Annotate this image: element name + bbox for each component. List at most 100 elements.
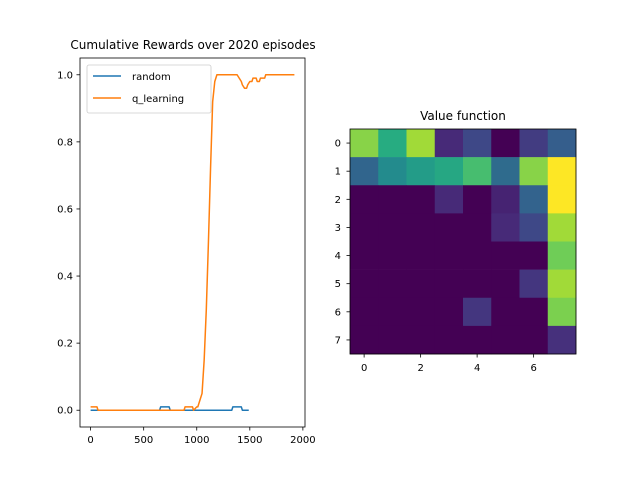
heatmap-x-tick-label: 2 [417,363,423,374]
heatmap-cell [350,241,379,270]
y-tick-label: 0.0 [57,406,73,417]
line-chart-y-axis: 0.0 0.2 0.4 0.6 0.8 1.0 [57,70,80,417]
heatmap-cell [434,157,464,186]
series-line-random [90,406,249,411]
heatmap-cell [378,185,407,214]
heatmap-cell [434,241,464,270]
heatmap-y-tick-label: 5 [335,279,341,290]
heatmap-cell [547,325,577,355]
heatmap-cells [350,129,577,355]
heatmap-cell [491,241,520,270]
heatmap-cell [406,241,436,270]
y-tick-label: 0.8 [57,137,73,148]
x-tick-label: 1000 [184,435,209,446]
heatmap-y-tick-label: 7 [335,335,341,346]
heatmap-cell [350,269,379,299]
x-tick-label: 2000 [290,435,315,446]
heatmap-y-tick-label: 4 [335,251,341,262]
legend-label-q-learning: q_learning [132,94,184,105]
y-tick-label: 0.4 [57,272,73,283]
heatmap-cell [350,297,379,327]
heatmap-cell [406,325,436,355]
heatmap-cell [350,129,379,158]
line-plot-area [90,74,295,411]
heatmap-cell [519,241,549,270]
heatmap-cell [350,325,379,355]
heatmap-cell [491,297,520,327]
heatmap-cell [378,297,407,327]
heatmap-y-axis: 0 1 2 3 4 5 6 7 [335,139,350,346]
heatmap-panel: Value function 0 2 4 6 0 1 2 3 4 5 6 7 [335,109,577,374]
heatmap-cell [491,213,520,242]
heatmap-cell [547,185,577,214]
heatmap-cell [491,157,520,186]
heatmap-cell [491,185,520,214]
heatmap-cell [519,325,549,355]
heatmap-x-tick-label: 4 [474,363,480,374]
heatmap-cell [434,269,464,299]
heatmap-frame [349,128,577,355]
heatmap-y-tick-label: 2 [335,195,341,206]
y-tick-label: 1.0 [57,70,73,81]
heatmap-title: Value function [420,109,506,123]
heatmap-cell [350,185,379,214]
heatmap-cell [434,297,464,327]
heatmap-cell [406,129,436,158]
heatmap-cell [491,129,520,158]
heatmap-cell [406,157,436,186]
heatmap-y-tick-label: 1 [335,167,341,178]
heatmap-cell [434,213,464,242]
heatmap-cell [378,213,407,242]
heatmap-y-tick-label: 6 [335,307,341,318]
heatmap-cell [463,157,492,186]
heatmap-cell [519,157,549,186]
heatmap-cell [378,325,407,355]
x-tick-label: 0 [87,435,93,446]
heatmap-cell [491,269,520,299]
heatmap-cell [378,269,407,299]
heatmap-cell [547,157,577,186]
x-tick-label: 500 [134,435,153,446]
heatmap-cell [378,241,407,270]
y-tick-label: 0.2 [57,339,73,350]
heatmap-cell [519,269,549,299]
heatmap-cell [547,213,577,242]
heatmap-cell [406,269,436,299]
heatmap-cell [350,157,379,186]
heatmap-cell [350,213,379,242]
heatmap-cell [519,297,549,327]
y-tick-label: 0.6 [57,204,73,215]
heatmap-cell [547,129,577,158]
line-chart-title: Cumulative Rewards over 2020 episodes [70,38,315,52]
heatmap-cell [547,297,577,327]
heatmap-cell [434,185,464,214]
heatmap-cell [463,213,492,242]
heatmap-cell [434,325,464,355]
heatmap-cell [378,157,407,186]
legend-box [86,64,212,114]
heatmap-cell [463,241,492,270]
heatmap-cell [547,241,577,270]
heatmap-y-tick-label: 0 [335,139,341,150]
series-line-q-learning [90,74,295,411]
heatmap-cell [406,185,436,214]
heatmap-cell [519,213,549,242]
line-chart-x-axis: 0 500 1000 1500 2000 [87,427,316,446]
heatmap-cell [519,129,549,158]
heatmap-cell [406,213,436,242]
line-chart-frame [79,57,306,428]
heatmap-cell [519,185,549,214]
heatmap-x-tick-label: 6 [530,363,536,374]
heatmap-cell [547,269,577,299]
heatmap-cell [463,325,492,355]
legend: random q_learning [86,64,212,114]
line-chart-panel: Cumulative Rewards over 2020 episodes 0 5… [57,38,316,446]
heatmap-x-axis: 0 2 4 6 [361,354,537,374]
heatmap-y-tick-label: 3 [335,223,341,234]
heatmap-x-tick-label: 0 [361,363,367,374]
heatmap-cell [463,129,492,158]
heatmap-cell [463,185,492,214]
heatmap-cell [463,297,492,327]
heatmap-cell [406,297,436,327]
